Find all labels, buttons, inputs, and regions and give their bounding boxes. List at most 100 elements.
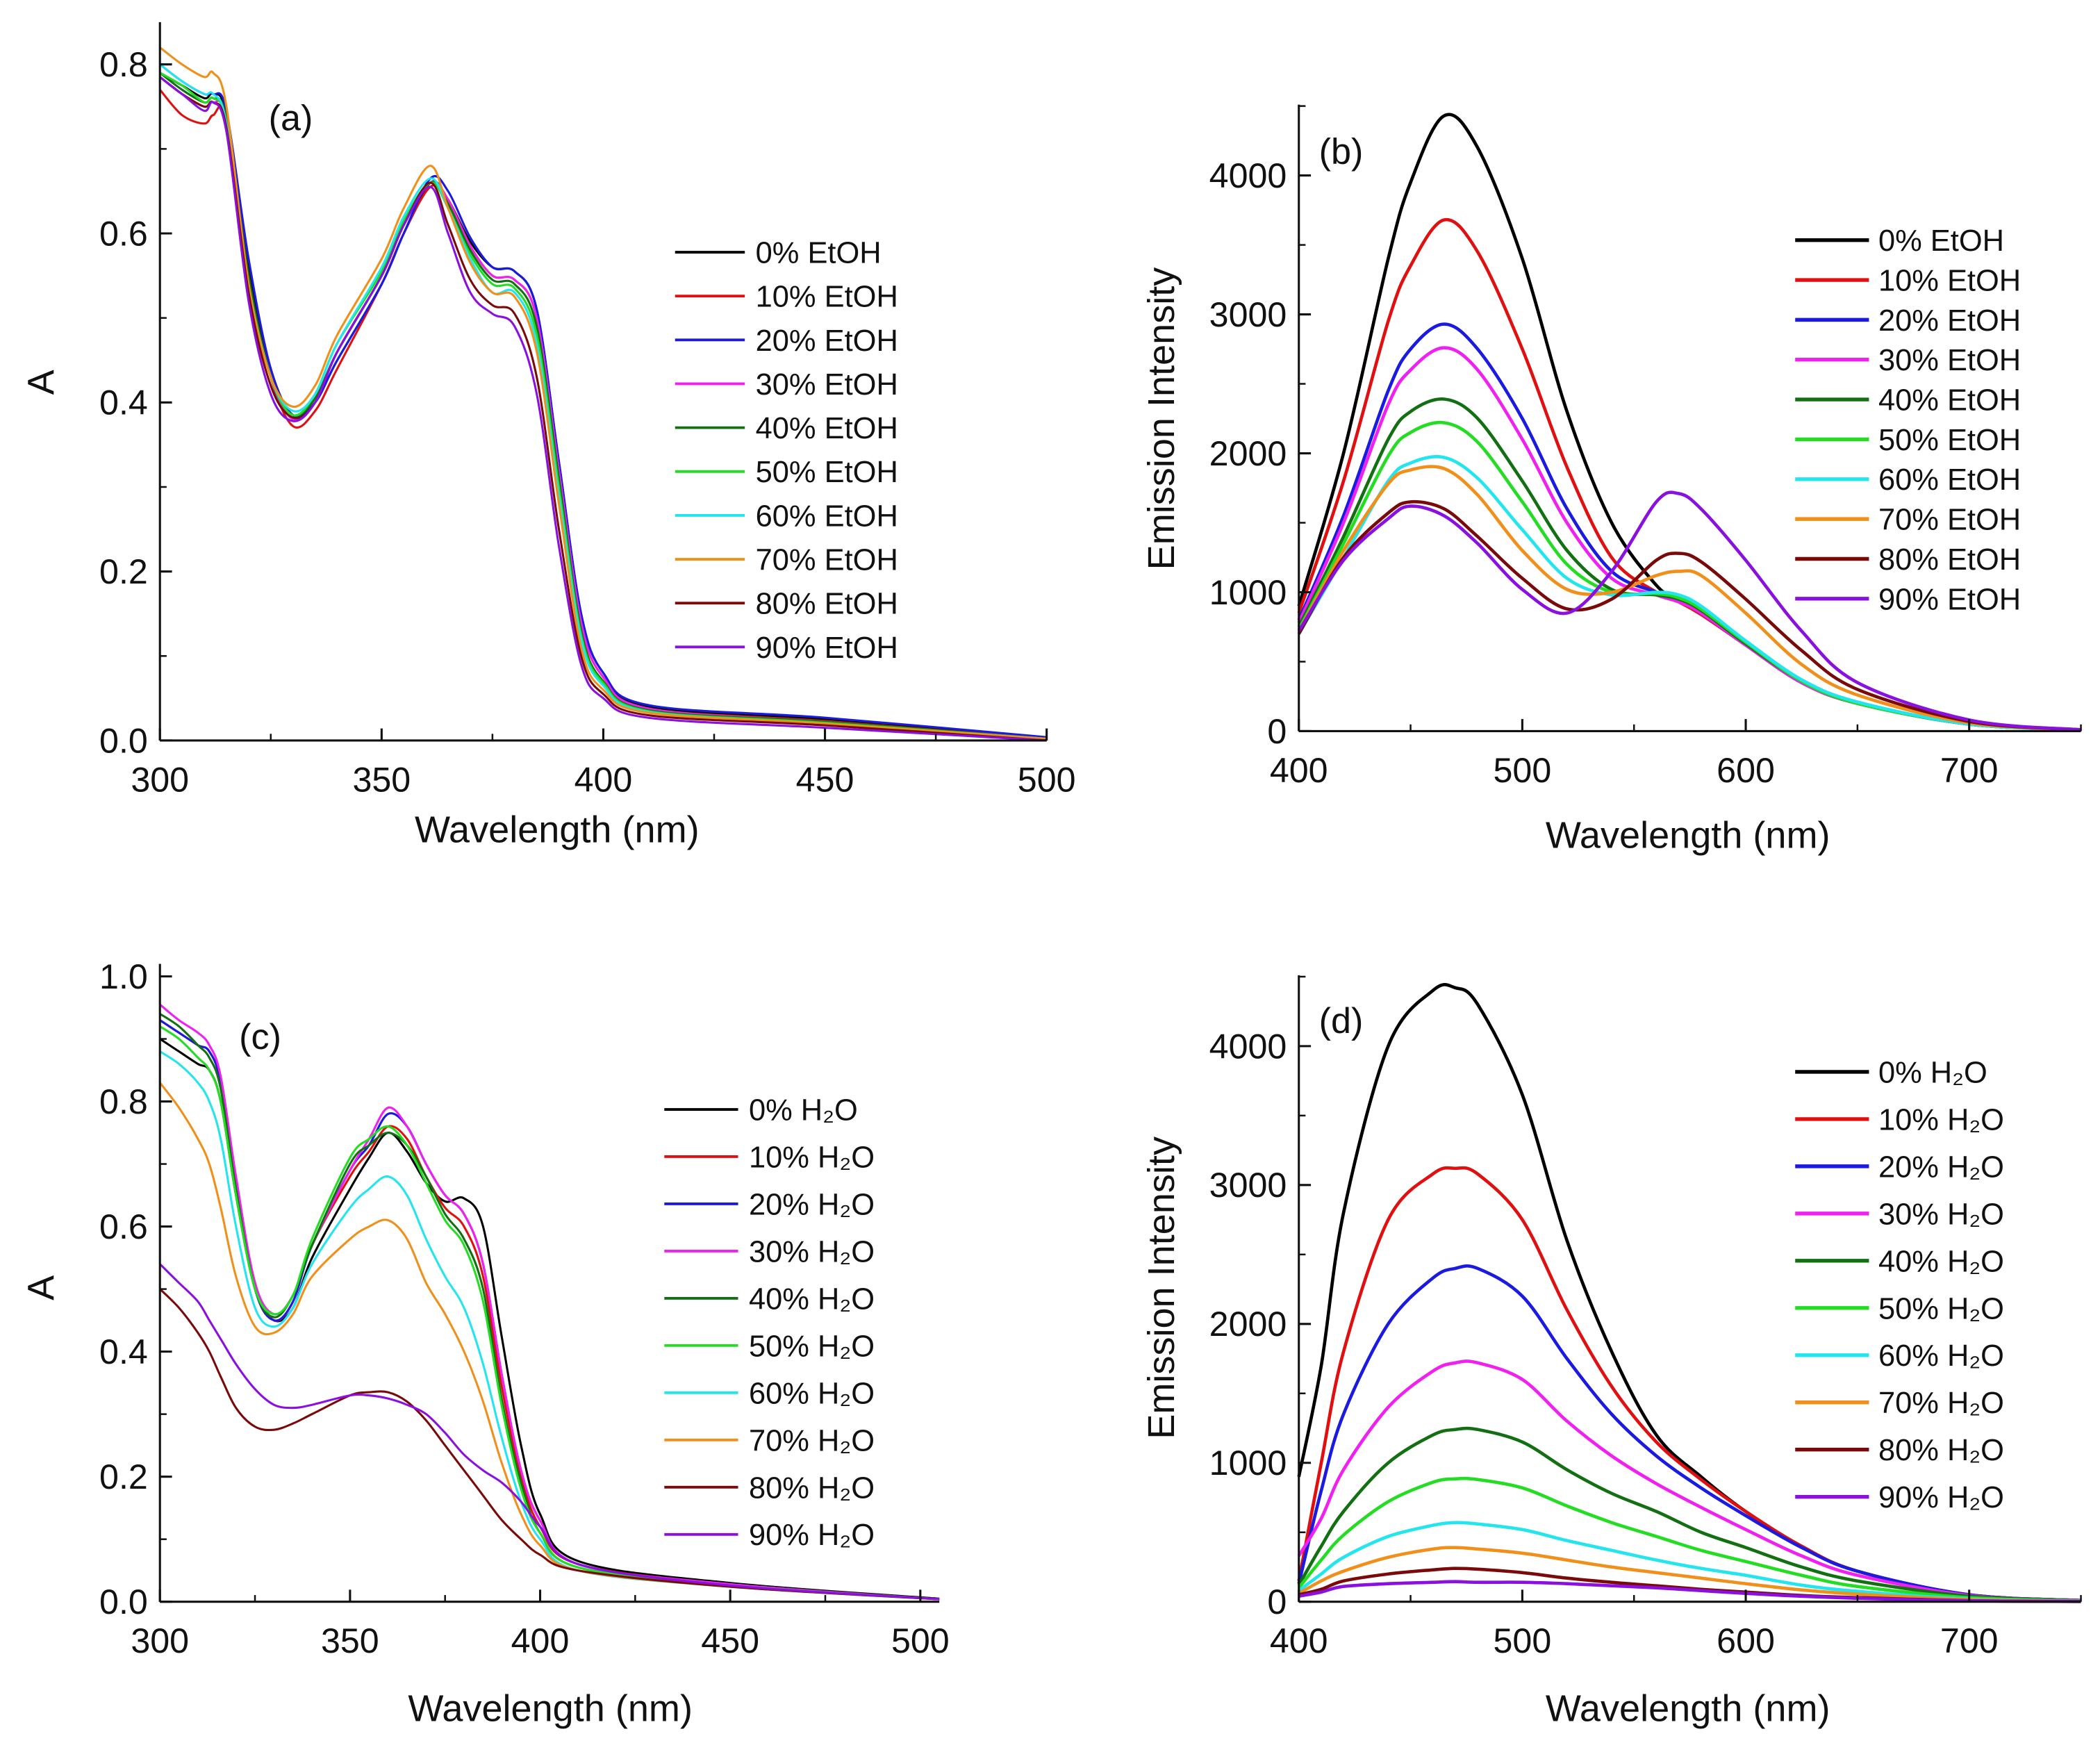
- legend-label: 40% EtOH: [1878, 384, 2021, 418]
- legend-item: 50% H₂O: [664, 1330, 875, 1363]
- legend-label: 90% EtOH: [1878, 583, 2021, 616]
- panel-label: (c): [239, 1017, 281, 1057]
- x-tick-label: 700: [1940, 1621, 1999, 1660]
- legend-label: 10% H₂O: [749, 1141, 875, 1174]
- legend-item: 30% H₂O: [664, 1235, 875, 1268]
- y-tick-label: 2000: [1209, 1305, 1287, 1344]
- x-tick-label: 400: [1270, 1621, 1328, 1660]
- x-tick-label: 500: [1018, 760, 1076, 799]
- legend-label: 10% EtOH: [756, 281, 898, 314]
- legend-item: 70% H₂O: [664, 1424, 875, 1457]
- series-line-5: [1297, 1476, 2081, 1603]
- legend-label: 80% EtOH: [756, 588, 898, 621]
- legend-item: 30% EtOH: [675, 368, 898, 402]
- series-line-9: [159, 76, 1047, 742]
- legend: 0% H₂O 10% H₂O 20% H₂O 30% H₂O 40% H₂O 50% H₂…: [664, 1093, 875, 1552]
- legend-item: 0% H₂O: [1795, 1056, 1987, 1089]
- legend-item: 50% EtOH: [1795, 424, 2021, 457]
- y-tick-label: 0.6: [99, 1207, 148, 1246]
- series-line-8: [159, 76, 1047, 742]
- legend-label: 40% H₂O: [749, 1282, 875, 1316]
- legend-label: 70% EtOH: [1878, 504, 2021, 537]
- y-tick-label: 0: [1267, 712, 1287, 751]
- series-line-3: [159, 76, 1047, 740]
- legend-item: 40% EtOH: [675, 412, 898, 445]
- legend-label: 20% EtOH: [1878, 304, 2021, 338]
- panel-d-emission-h2o: 400 500 600 700 0 1000 2000 3000 4000 Wavelength …: [1141, 975, 2082, 1730]
- legend-item: 80% EtOH: [675, 588, 898, 621]
- x-tick-label: 500: [1494, 751, 1552, 790]
- legend-item: 10% H₂O: [664, 1141, 875, 1174]
- x-tick-label: 600: [1717, 751, 1775, 790]
- legend-label: 80% H₂O: [1878, 1434, 2004, 1467]
- x-tick-label: 500: [891, 1621, 950, 1660]
- x-tick-label: 300: [131, 1621, 189, 1660]
- x-axis-title: Wavelength (nm): [1546, 1688, 1830, 1730]
- panel-b-emission-etoh: 400 500 600 700 0 1000 2000 3000 4000 Wavelength …: [1141, 104, 2082, 856]
- legend-label: 40% H₂O: [1878, 1245, 2004, 1278]
- y-axis-title: A: [21, 1275, 63, 1300]
- legend-item: 20% EtOH: [675, 324, 898, 358]
- panel-c-absorption-h2o: 300 350 400 450 500 0.0 0.2 0.4 0.6 0.8 1.0 Wavelen…: [21, 957, 950, 1730]
- legend-label: 80% EtOH: [1878, 543, 2021, 577]
- y-tick-label: 0: [1267, 1582, 1287, 1621]
- y-tick-label: 1.0: [99, 957, 148, 996]
- y-tick-label: 4000: [1209, 156, 1287, 195]
- legend-item: 40% H₂O: [664, 1282, 875, 1316]
- series-line-7: [1298, 1546, 2081, 1603]
- legend-label: 10% H₂O: [1878, 1103, 2004, 1137]
- legend-item: 70% EtOH: [1795, 504, 2021, 537]
- legend-label: 50% EtOH: [1878, 424, 2021, 457]
- series-line-2: [1297, 1264, 2081, 1603]
- legend: 0% EtOH 10% EtOH 20% EtOH 30% EtOH 40% EtOH 5…: [1795, 224, 2021, 616]
- x-tick-label: 400: [511, 1621, 570, 1660]
- legend-label: 90% H₂O: [749, 1519, 875, 1552]
- legend-label: 70% H₂O: [749, 1424, 875, 1457]
- series-line-8: [1297, 499, 2081, 732]
- legend-label: 80% H₂O: [749, 1471, 875, 1505]
- series-line-6: [1298, 1521, 2081, 1603]
- legend-item: 50% H₂O: [1795, 1292, 2004, 1325]
- legend-item: 40% EtOH: [1795, 384, 2021, 418]
- y-tick-label: 2000: [1209, 434, 1287, 473]
- y-tick-label: 0.4: [99, 1332, 148, 1371]
- legend-label: 30% EtOH: [1878, 344, 2021, 377]
- x-tick-label: 400: [1270, 751, 1328, 790]
- y-tick-label: 4000: [1209, 1027, 1287, 1066]
- legend-label: 50% H₂O: [749, 1330, 875, 1363]
- legend-label: 20% H₂O: [749, 1188, 875, 1221]
- series-line-6: [159, 1050, 940, 1601]
- legend-item: 20% EtOH: [1795, 304, 2021, 338]
- legend-label: 0% EtOH: [1878, 224, 2004, 258]
- series-line-8: [159, 1288, 940, 1601]
- series-group: [159, 47, 1047, 742]
- x-tick-label: 350: [352, 760, 411, 799]
- legend-item: 20% H₂O: [1795, 1150, 2004, 1184]
- legend-label: 90% H₂O: [1878, 1481, 2004, 1514]
- series-line-0: [1297, 113, 2081, 732]
- legend-label: 0% H₂O: [749, 1093, 858, 1127]
- x-tick-label: 600: [1717, 1621, 1775, 1660]
- legend-item: 70% EtOH: [675, 544, 898, 577]
- legend-item: 90% EtOH: [1795, 583, 2021, 616]
- x-axis-title: Wavelength (nm): [408, 1688, 693, 1730]
- legend-item: 50% EtOH: [675, 456, 898, 489]
- x-tick-label: 450: [701, 1621, 759, 1660]
- series-line-9: [1297, 490, 2081, 732]
- x-tick-label: 350: [321, 1621, 379, 1660]
- x-axis-title: Wavelength (nm): [415, 809, 700, 851]
- x-tick-label: 500: [1494, 1621, 1552, 1660]
- legend-label: 0% H₂O: [1878, 1056, 1987, 1089]
- series-line-0: [159, 72, 1047, 739]
- x-tick-label: 300: [131, 760, 189, 799]
- legend-item: 90% EtOH: [675, 631, 898, 665]
- y-tick-label: 0.2: [99, 1457, 148, 1496]
- panel-label: (d): [1319, 1001, 1364, 1041]
- legend-label: 50% EtOH: [756, 456, 898, 489]
- y-tick-label: 3000: [1209, 295, 1287, 334]
- legend: 0% H₂O 10% H₂O 20% H₂O 30% H₂O 40% H₂O 50% H₂…: [1795, 1056, 2004, 1514]
- y-axis-title: A: [21, 370, 63, 395]
- x-tick-label: 400: [574, 760, 633, 799]
- legend-label: 30% H₂O: [749, 1235, 875, 1268]
- legend-label: 70% H₂O: [1878, 1387, 2004, 1420]
